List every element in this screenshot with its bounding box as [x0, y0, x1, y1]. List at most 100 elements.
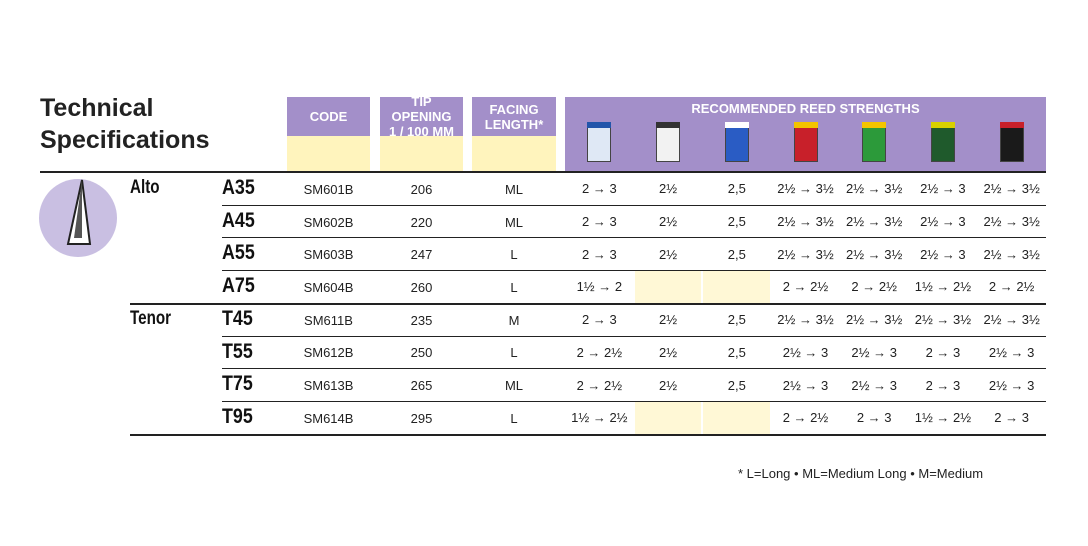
header-text: TIP OPENING — [391, 94, 452, 124]
tip-opening: 250 — [410, 345, 433, 361]
reed-strength: 2½ → 3 — [920, 214, 966, 230]
rule — [222, 335, 1046, 337]
reed-box-icon — [656, 122, 681, 162]
reed-strength: 2 → 3 — [925, 377, 961, 393]
tip-opening: 295 — [410, 410, 433, 426]
code: SM604B — [303, 279, 354, 295]
facing: ML — [504, 181, 524, 197]
reed-strength: 2 → 3 — [582, 312, 617, 328]
reed-strength: 1½ → 2½ — [914, 279, 972, 295]
rule — [222, 204, 1046, 206]
reed-strength: 2½ — [659, 214, 678, 230]
header-text: LENGTH* — [484, 116, 544, 132]
facing: M — [508, 312, 520, 328]
reed-strength: 2½ — [659, 312, 678, 328]
reed-strength: 2½ → 3½ — [777, 246, 834, 262]
footnote: * L=Long • ML=Medium Long • M=Medium — [738, 466, 984, 481]
reed-box-icon — [862, 122, 887, 162]
rule — [40, 171, 1046, 173]
reed-strength: 2½ → 3½ — [846, 246, 903, 262]
reed-strength: 2½ → 3½ — [983, 181, 1040, 197]
reed-strength: 2,5 — [727, 214, 746, 230]
reed-box-band — [862, 122, 887, 128]
rule — [130, 433, 1046, 436]
reed-strength: 2½ → 3 — [782, 344, 829, 360]
reed-strength: 2½ — [659, 377, 678, 393]
title: Technical Specifications — [40, 94, 210, 154]
reed-strength: 2,5 — [727, 181, 746, 197]
reed-strength: 2½ — [659, 344, 678, 360]
reed-strength: 2½ → 3½ — [983, 214, 1040, 230]
tip-opening: 235 — [410, 312, 433, 328]
empty-cell — [703, 401, 771, 434]
reed-box-icon — [930, 122, 955, 162]
reed-box-icon — [999, 122, 1024, 162]
facing: L — [510, 410, 518, 426]
group-label: Alto — [130, 177, 160, 198]
facing: L — [510, 247, 518, 263]
rule — [222, 270, 1046, 272]
reed-strength: 2,5 — [727, 344, 746, 360]
model: A55 — [222, 241, 255, 265]
reed-strength: 2 → 3 — [582, 214, 617, 230]
reed-box-band — [930, 122, 955, 128]
header-text: 1 / 100 MM — [388, 124, 455, 139]
facing: L — [510, 345, 518, 361]
reed-strength: 2½ → 3½ — [983, 246, 1040, 262]
reed-strength: 2½ → 3 — [920, 246, 966, 262]
reed-box-icon — [793, 122, 818, 162]
header-fill — [380, 136, 463, 171]
reed-box-band — [724, 122, 749, 128]
reed-strength: 2 → 2½ — [576, 344, 623, 360]
rule — [222, 237, 1046, 239]
reed-strength: 2,5 — [727, 312, 746, 328]
code: SM613B — [303, 378, 354, 394]
empty-cell — [634, 401, 702, 434]
reed-box-icon — [587, 122, 612, 162]
reed-strength: 2 → 2½ — [782, 279, 829, 295]
reed-strength: 2 → 2½ — [851, 279, 897, 295]
reed-strength: 2½ → 3 — [851, 344, 897, 360]
rule — [130, 302, 1046, 305]
group-label: Tenor — [130, 307, 172, 329]
header-text: FACING — [489, 101, 539, 117]
tip-opening: 247 — [410, 247, 433, 263]
code: SM614B — [303, 410, 354, 426]
empty-cell — [634, 271, 702, 303]
tip-opening: 265 — [410, 378, 433, 394]
reed-strength: 2½ → 3 — [851, 377, 897, 393]
reed-strength: 2 → 3 — [925, 344, 961, 360]
reed-strength: 2½ → 3½ — [777, 214, 834, 230]
code: SM611B — [304, 312, 353, 328]
code: SM602B — [303, 214, 354, 230]
reed-strength: 2,5 — [727, 377, 746, 393]
header-fill — [472, 136, 556, 171]
reed-strength: 2½ → 3 — [782, 377, 829, 393]
reed-strength: 2 → 3 — [582, 181, 617, 197]
model: T75 — [222, 372, 253, 396]
empty-cell — [703, 271, 771, 303]
header-facing: FACING LENGTH* — [472, 97, 556, 136]
reed-strength: 1½ → 2½ — [914, 410, 972, 426]
reed-strength: 2½ → 3½ — [846, 181, 903, 197]
reed-strength: 2½ → 3½ — [846, 312, 903, 328]
reed-strength: 2½ → 3 — [988, 377, 1035, 393]
code: SM601B — [303, 181, 354, 197]
reed-icon — [39, 179, 117, 257]
model: T45 — [222, 306, 253, 330]
reed-strength: 2½ → 3½ — [846, 214, 903, 230]
reed-strength: 2½ → 3 — [988, 344, 1035, 360]
reed-box-band — [793, 122, 818, 128]
reed-strength: 2½ → 3½ — [983, 312, 1040, 328]
reed-strength: 2 → 3 — [856, 410, 892, 426]
reed-strength: 2,5 — [727, 246, 746, 262]
header-code: CODE — [287, 97, 370, 136]
facing: ML — [504, 214, 524, 230]
model: A75 — [222, 274, 255, 298]
reed-strength: 2 → 2½ — [988, 279, 1035, 295]
code: SM603B — [303, 247, 354, 263]
reed-box-band — [999, 122, 1024, 128]
reed-box-band — [656, 122, 681, 128]
tip-opening: 206 — [410, 181, 433, 197]
